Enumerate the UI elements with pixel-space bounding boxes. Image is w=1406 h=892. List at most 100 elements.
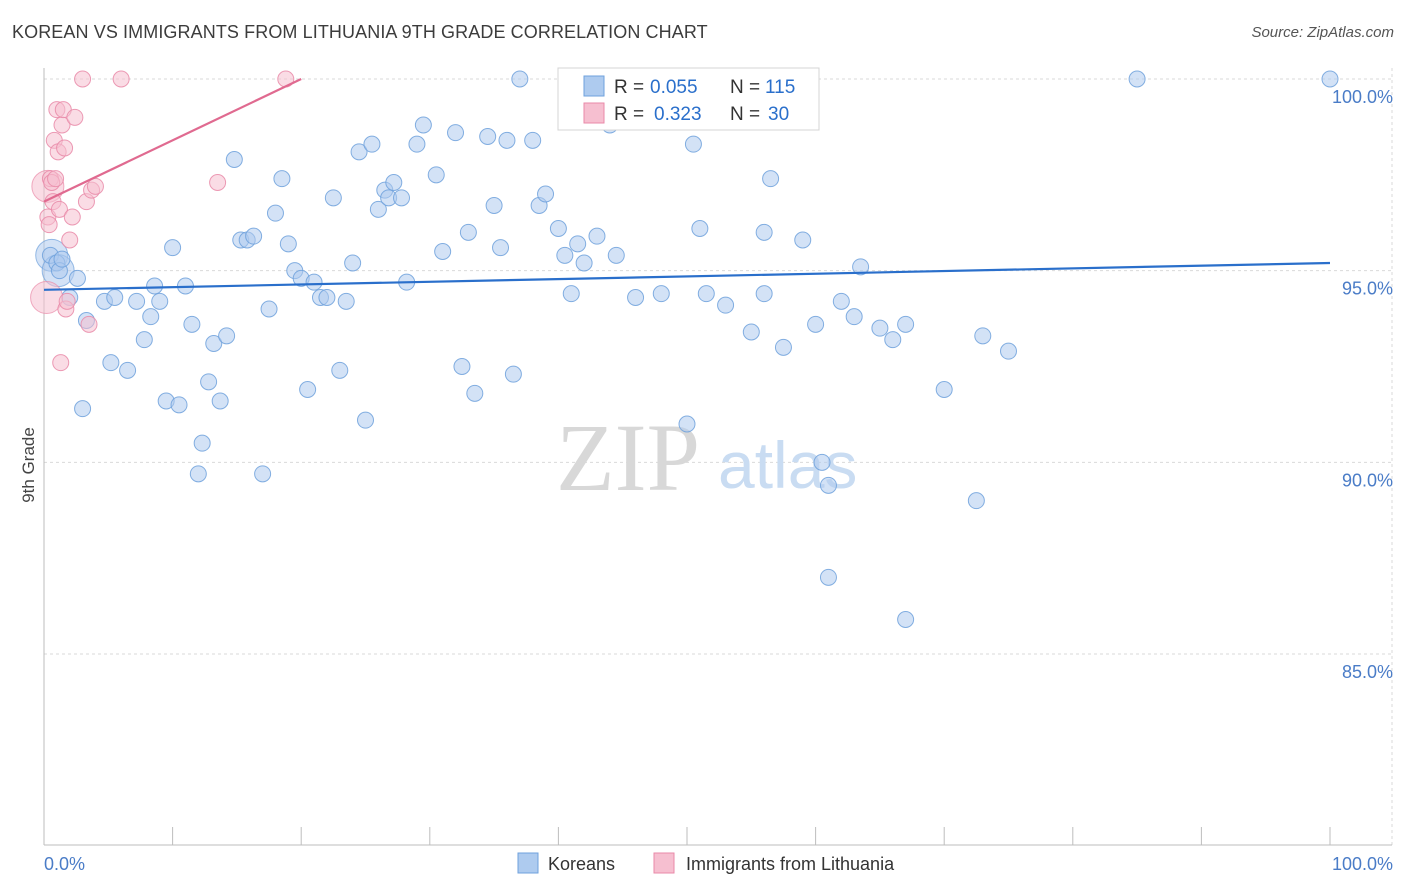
data-point (897, 315, 915, 333)
data-point (408, 135, 426, 153)
legend-r-value-2: 0.323 (654, 104, 702, 125)
chart-title: KOREAN VS IMMIGRANTS FROM LITHUANIA 9TH … (12, 22, 708, 42)
y-tick-label: 95.0% (1342, 279, 1393, 299)
koreans-points (35, 70, 1339, 628)
data-point (498, 131, 516, 149)
data-point (492, 239, 510, 257)
data-point (697, 285, 715, 303)
data-point (52, 354, 70, 372)
data-point (556, 246, 574, 264)
data-point (897, 611, 915, 628)
data-point (260, 300, 278, 318)
data-point (211, 392, 229, 410)
lithuania-points (30, 70, 295, 372)
legend-lithuania-swatch (653, 852, 675, 874)
data-point (47, 170, 65, 188)
watermark-zip: ZIP (556, 404, 700, 511)
data-point (225, 151, 243, 168)
data-point (652, 285, 670, 303)
data-point (569, 235, 587, 253)
data-point (511, 70, 529, 88)
data-point (794, 231, 812, 249)
data-point (164, 239, 182, 257)
watermark-atlas: atlas (718, 428, 857, 502)
y-tick-label: 85.0% (1342, 662, 1393, 682)
data-point (717, 296, 735, 314)
legend-lithuania-label: Immigrants from Lithuania (686, 854, 895, 874)
data-point (324, 189, 342, 207)
data-point (884, 331, 902, 349)
data-point (74, 400, 92, 418)
data-point (755, 285, 773, 303)
data-point (279, 235, 297, 253)
data-point (119, 361, 137, 379)
data-point (305, 273, 323, 291)
data-point (112, 70, 130, 88)
data-point (142, 308, 160, 326)
data-point (684, 135, 702, 153)
data-point (742, 323, 760, 341)
data-point (151, 292, 169, 310)
data-point (537, 185, 555, 203)
data-point (852, 258, 870, 276)
data-point (193, 434, 211, 452)
data-point (344, 254, 362, 272)
y-tick-label: 90.0% (1342, 470, 1393, 490)
data-point (56, 139, 74, 157)
series-legend: Koreans Immigrants from Lithuania (517, 852, 895, 874)
data-point (691, 220, 709, 237)
koreans-trend-line (43, 261, 1331, 291)
data-point (459, 223, 477, 241)
data-point (588, 227, 606, 245)
data-point (562, 285, 580, 303)
data-point (80, 315, 98, 333)
data-point (385, 174, 403, 191)
data-point (774, 338, 792, 356)
data-point (524, 131, 542, 149)
data-point (146, 277, 164, 295)
data-point (434, 243, 452, 260)
data-point (607, 246, 625, 264)
data-point (447, 124, 465, 142)
data-point (363, 135, 381, 153)
data-point (466, 384, 484, 402)
data-point (266, 204, 284, 222)
data-point (273, 170, 291, 188)
data-point (414, 116, 432, 134)
x-tick-label: 0.0% (44, 854, 85, 874)
data-point (58, 292, 76, 310)
data-point (974, 327, 992, 345)
data-point (427, 166, 445, 184)
legend-swatch-pink (583, 102, 605, 124)
data-point (813, 453, 831, 471)
data-point (1128, 70, 1146, 88)
legend-r-label-1: R = (614, 77, 644, 98)
legend-n-label-2: N = (730, 104, 760, 125)
data-point (337, 292, 355, 310)
lithuania-trend-line (43, 78, 302, 203)
data-point (318, 289, 336, 306)
data-point (245, 227, 263, 245)
data-point (1321, 70, 1339, 88)
data-point (479, 128, 497, 145)
data-point (967, 492, 985, 510)
data-point (106, 289, 124, 306)
data-point (135, 331, 153, 349)
data-point (189, 465, 207, 483)
data-point (549, 220, 567, 237)
data-point (575, 254, 593, 272)
y-tick-label: 100.0% (1332, 87, 1393, 107)
legend-n-label-1: N = (730, 77, 760, 98)
stats-legend: R = 0.055 N = 115 R = 0.323 N = 30 (557, 67, 820, 131)
data-point (819, 476, 837, 494)
data-point (485, 197, 503, 214)
legend-n-value-1: 115 (765, 77, 795, 98)
data-point (755, 223, 773, 241)
legend-r-value-1: 0.055 (650, 77, 698, 98)
data-point (53, 250, 71, 268)
legend-r-label-2: R = (614, 104, 644, 125)
data-point (200, 373, 218, 391)
data-point (102, 354, 120, 372)
data-point (845, 308, 863, 326)
